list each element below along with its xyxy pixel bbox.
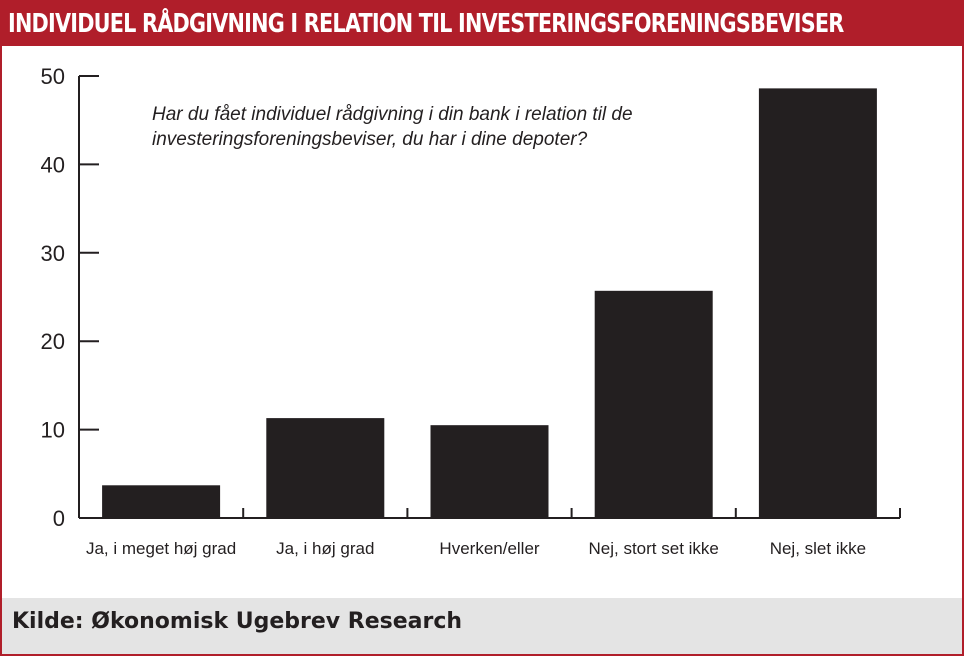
y-tick-label: 20	[41, 329, 65, 354]
y-tick-label: 40	[41, 152, 65, 177]
source-label: Kilde: Økonomisk Ugebrev Research	[12, 609, 463, 634]
category-label: Nej, stort set ikke	[589, 539, 719, 558]
title-bar: INDIVIDUEL RÅDGIVNING I RELATION TIL INV…	[2, 2, 962, 46]
chart-title: INDIVIDUEL RÅDGIVNING I RELATION TIL INV…	[8, 9, 844, 39]
y-tick-label: 50	[41, 64, 65, 89]
bar	[758, 88, 877, 518]
bars	[102, 88, 877, 518]
category-label: Nej, slet ikke	[770, 539, 866, 558]
bar	[266, 418, 385, 518]
y-tick-label: 0	[53, 506, 65, 531]
x-axis: Ja, i meget høj grad Ja, i høj grad Hverke…	[79, 508, 901, 558]
bar	[594, 290, 713, 518]
bar-chart: 0 10 20 30 40 50 Ja, i meget høj grad Ja, i hø…	[41, 64, 901, 558]
question-text-line: Har du fået individuel rådgivning i din …	[152, 104, 633, 125]
category-label: Hverken/eller	[439, 539, 539, 558]
y-tick-label: 10	[41, 418, 65, 443]
bar	[430, 425, 549, 518]
y-axis: 0 10 20 30 40 50	[41, 64, 99, 531]
category-label: Ja, i meget høj grad	[86, 539, 236, 558]
question-annotation: Har du fået individuel rådgivning i din …	[152, 104, 633, 150]
bar	[102, 485, 221, 518]
source-footer: Kilde: Økonomisk Ugebrev Research	[2, 598, 962, 654]
y-tick-label: 30	[41, 241, 65, 266]
category-label: Ja, i høj grad	[276, 539, 374, 558]
question-text-line: investeringsforeningsbeviser, du har i d…	[152, 129, 588, 150]
